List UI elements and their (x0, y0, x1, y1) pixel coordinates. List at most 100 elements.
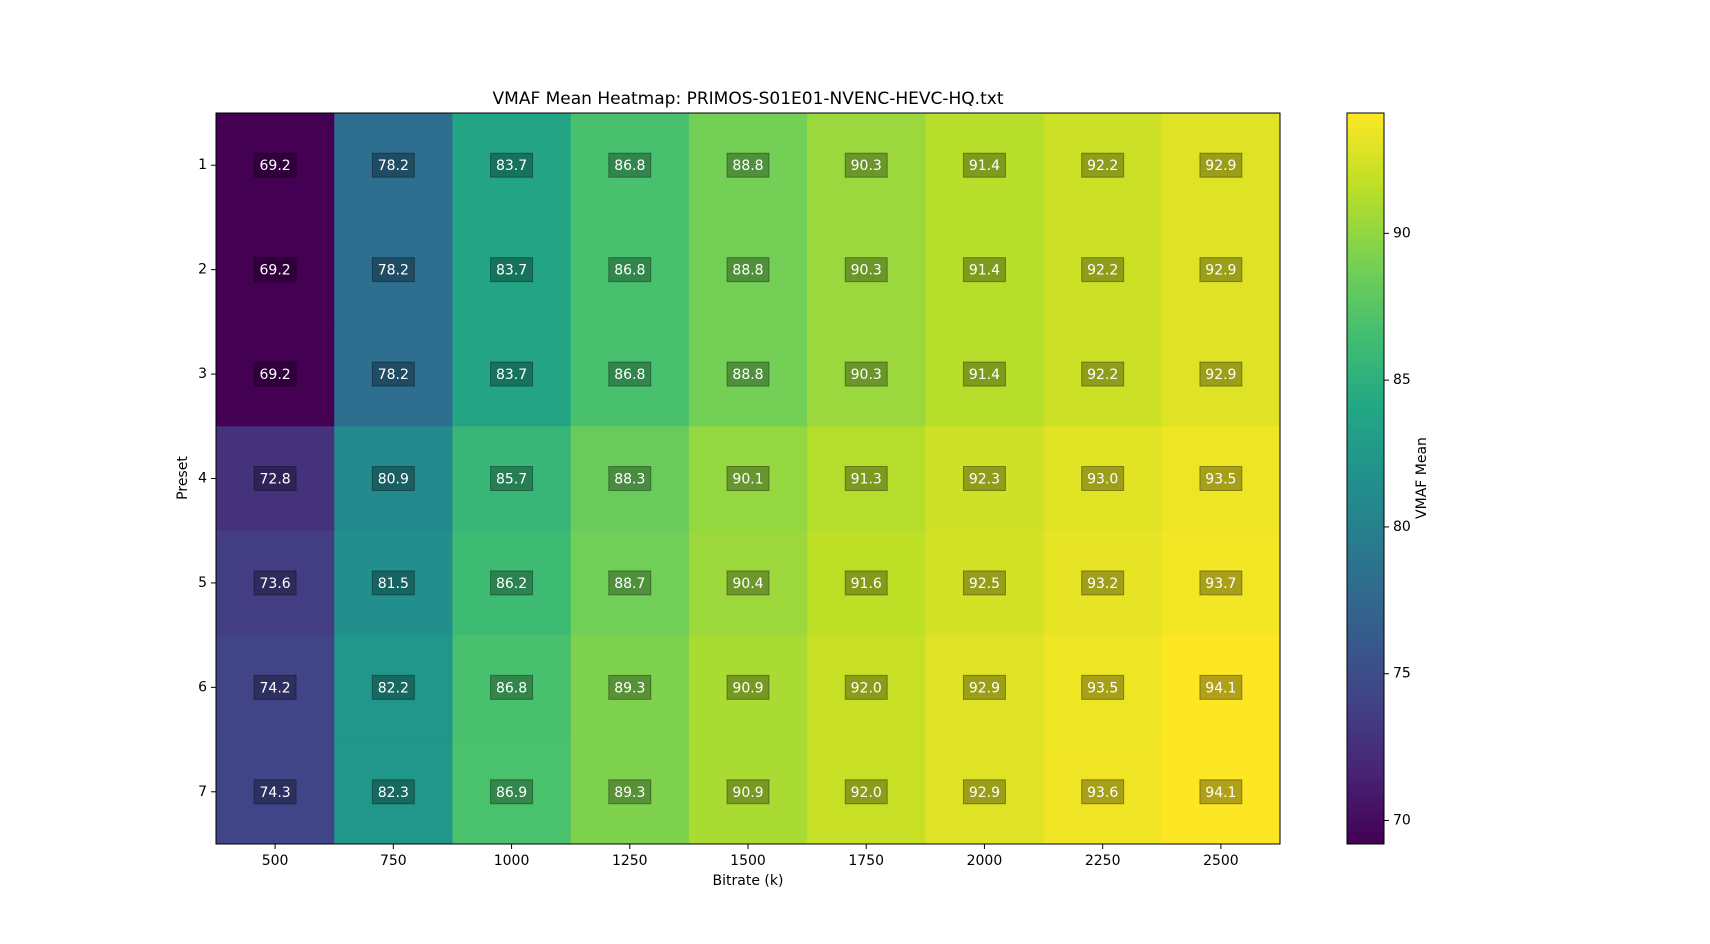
cell-label-box (371, 257, 415, 283)
heatmap-cell (925, 426, 1045, 532)
cell-label-box (608, 152, 652, 178)
heatmap-cell (1161, 635, 1281, 741)
colorbar-label: VMAF Mean (1414, 437, 1430, 519)
heatmap-cell (452, 113, 572, 218)
heatmap-cell (570, 321, 690, 427)
cell-label: 82.2 (378, 680, 409, 696)
cell-label-box (844, 257, 888, 283)
cell-label-box (1199, 466, 1243, 491)
heatmap-cell (452, 739, 572, 845)
heatmap-cell (1161, 426, 1281, 532)
heatmap-cell (452, 217, 572, 323)
cell-label-box (726, 570, 770, 596)
cell-label: 93.5 (1087, 680, 1118, 696)
cell-label: 90.3 (851, 158, 882, 174)
cell-label-box (371, 674, 415, 700)
heatmap-cell (216, 321, 335, 427)
cell-label: 83.7 (496, 263, 527, 279)
cell-label-box (1199, 152, 1243, 178)
cell-label-box (844, 361, 888, 387)
cell-label-box (371, 779, 415, 805)
x-tick-label: 2000 (967, 853, 1003, 869)
cell-label-box (490, 361, 534, 387)
cell-label-box (608, 361, 652, 387)
cell-label: 92.9 (1205, 263, 1236, 279)
heatmap-cell (688, 739, 808, 845)
cell-label-box (962, 152, 1006, 178)
cell-label-box (844, 570, 888, 596)
cell-label: 92.9 (969, 785, 1000, 801)
heatmap-cell (688, 321, 808, 427)
colorbar-tick-label: 90 (1393, 225, 1411, 241)
cell-label: 91.4 (969, 367, 1000, 383)
cell-label: 89.3 (614, 785, 645, 801)
heatmap-cell (1043, 530, 1163, 636)
heatmap-cell (807, 635, 926, 741)
cell-label-box (490, 570, 534, 596)
heatmap-cell (216, 217, 335, 323)
cell-label: 78.2 (378, 158, 409, 174)
x-tick-label: 1250 (612, 853, 648, 869)
cell-label: 91.6 (851, 576, 882, 592)
cell-label: 92.9 (969, 680, 1000, 696)
cell-label: 88.8 (732, 367, 763, 383)
cell-label: 80.9 (378, 472, 409, 488)
x-axis-label: Bitrate (k) (713, 873, 784, 889)
y-axis-label: Preset (175, 456, 191, 500)
cell-label: 90.9 (732, 680, 763, 696)
heatmap-cell (688, 217, 808, 323)
heatmap-cell (1161, 217, 1281, 323)
cell-label: 86.8 (614, 158, 645, 174)
cell-label-box (490, 779, 534, 805)
cell-label: 93.5 (1205, 472, 1236, 488)
heatmap-cell (452, 530, 572, 636)
cell-label: 90.3 (851, 263, 882, 279)
cell-label: 86.9 (496, 785, 527, 801)
heatmap-cell (570, 426, 690, 532)
heatmap-cell (216, 113, 335, 218)
cell-label: 92.3 (969, 472, 1000, 488)
colorbar-tick-label: 80 (1393, 519, 1411, 535)
cell-label-box (490, 466, 534, 491)
cell-label: 69.2 (260, 158, 291, 174)
cell-label: 91.4 (969, 158, 1000, 174)
cell-label-box (371, 570, 415, 596)
cell-label: 88.8 (732, 158, 763, 174)
x-tick-label: 500 (262, 853, 289, 869)
heatmap-cell (334, 113, 453, 218)
heatmap-cell (570, 530, 690, 636)
heatmap-cell (925, 217, 1045, 323)
cell-label-box (253, 152, 297, 178)
cell-label: 86.2 (496, 576, 527, 592)
cell-label-box (1081, 570, 1125, 596)
cell-label-box (253, 466, 297, 491)
cell-label-box (1199, 570, 1243, 596)
cell-label: 88.8 (732, 263, 763, 279)
cell-label: 90.1 (732, 472, 763, 488)
cell-label-box (844, 152, 888, 178)
cell-label-box (962, 466, 1006, 491)
x-tick-label: 2500 (1203, 853, 1239, 869)
cell-label-box (962, 779, 1006, 805)
cell-label: 91.4 (969, 263, 1000, 279)
colorbar (1346, 112, 1385, 845)
cell-label-box (371, 466, 415, 491)
x-tick-label: 750 (380, 853, 407, 869)
cell-label-box (962, 674, 1006, 700)
x-tick-label: 1000 (494, 853, 530, 869)
cell-label: 86.8 (614, 367, 645, 383)
cell-label: 69.2 (260, 263, 291, 279)
heatmap-cell (807, 739, 926, 845)
cell-label: 73.6 (260, 576, 291, 592)
cell-label: 89.3 (614, 680, 645, 696)
heatmap-cell (1043, 635, 1163, 741)
cell-label-box (1081, 152, 1125, 178)
heatmap-cell (452, 635, 572, 741)
cell-label-box (253, 257, 297, 283)
heatmap-cell (807, 217, 926, 323)
x-tick-label: 1750 (848, 853, 884, 869)
cell-label-box (726, 674, 770, 700)
heatmap-cell (925, 113, 1045, 218)
heatmap-cell (1043, 739, 1163, 845)
y-tick-label: 1 (198, 157, 207, 173)
